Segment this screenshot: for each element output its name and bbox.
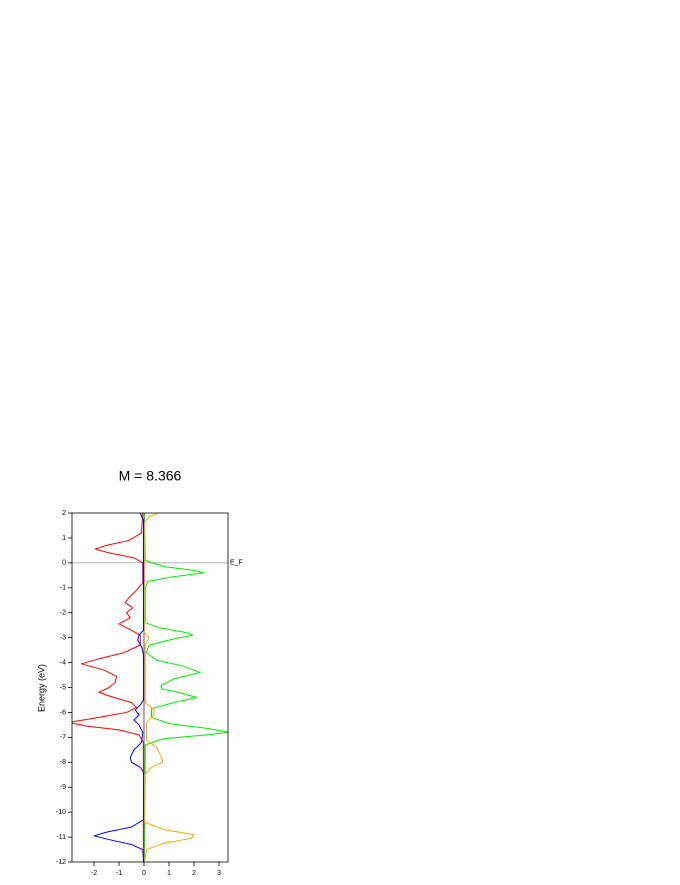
x-tick-label: -2 [91, 870, 97, 877]
chart-title: M = 8.366 [119, 468, 182, 484]
y-tick-label: -2 [60, 610, 66, 617]
y-tick-label: -8 [60, 759, 66, 766]
y-tick-label: 0 [62, 560, 66, 567]
y-tick-label: -3 [60, 634, 66, 641]
y-tick-label: -1 [60, 585, 66, 592]
fermi-label: E_F [230, 560, 243, 567]
y-tick-label: -12 [56, 859, 66, 866]
dos-curve [144, 513, 195, 862]
y-axis-label: Energy (eV) [36, 664, 46, 712]
y-tick-label: -7 [60, 734, 66, 741]
x-tick-label: 1 [167, 870, 171, 877]
dos-curve [72, 513, 144, 862]
y-tick-label: -5 [60, 684, 66, 691]
y-tick-label: -6 [60, 709, 66, 716]
y-tick-label: 1 [62, 535, 66, 542]
x-tick-label: 3 [217, 870, 221, 877]
dos-curve [93, 513, 144, 862]
dos-curve [144, 513, 228, 862]
y-tick-label: -11 [56, 834, 66, 841]
y-tick-label: -9 [60, 784, 66, 791]
y-tick-label: -4 [60, 659, 66, 666]
y-tick-label: -10 [56, 809, 66, 816]
y-tick-label: 2 [62, 510, 66, 517]
plot-frame [71, 512, 229, 863]
plot-area [72, 513, 228, 862]
x-tick-label: 2 [192, 870, 196, 877]
x-tick-label: 0 [142, 870, 146, 877]
x-tick-label: -1 [116, 870, 122, 877]
